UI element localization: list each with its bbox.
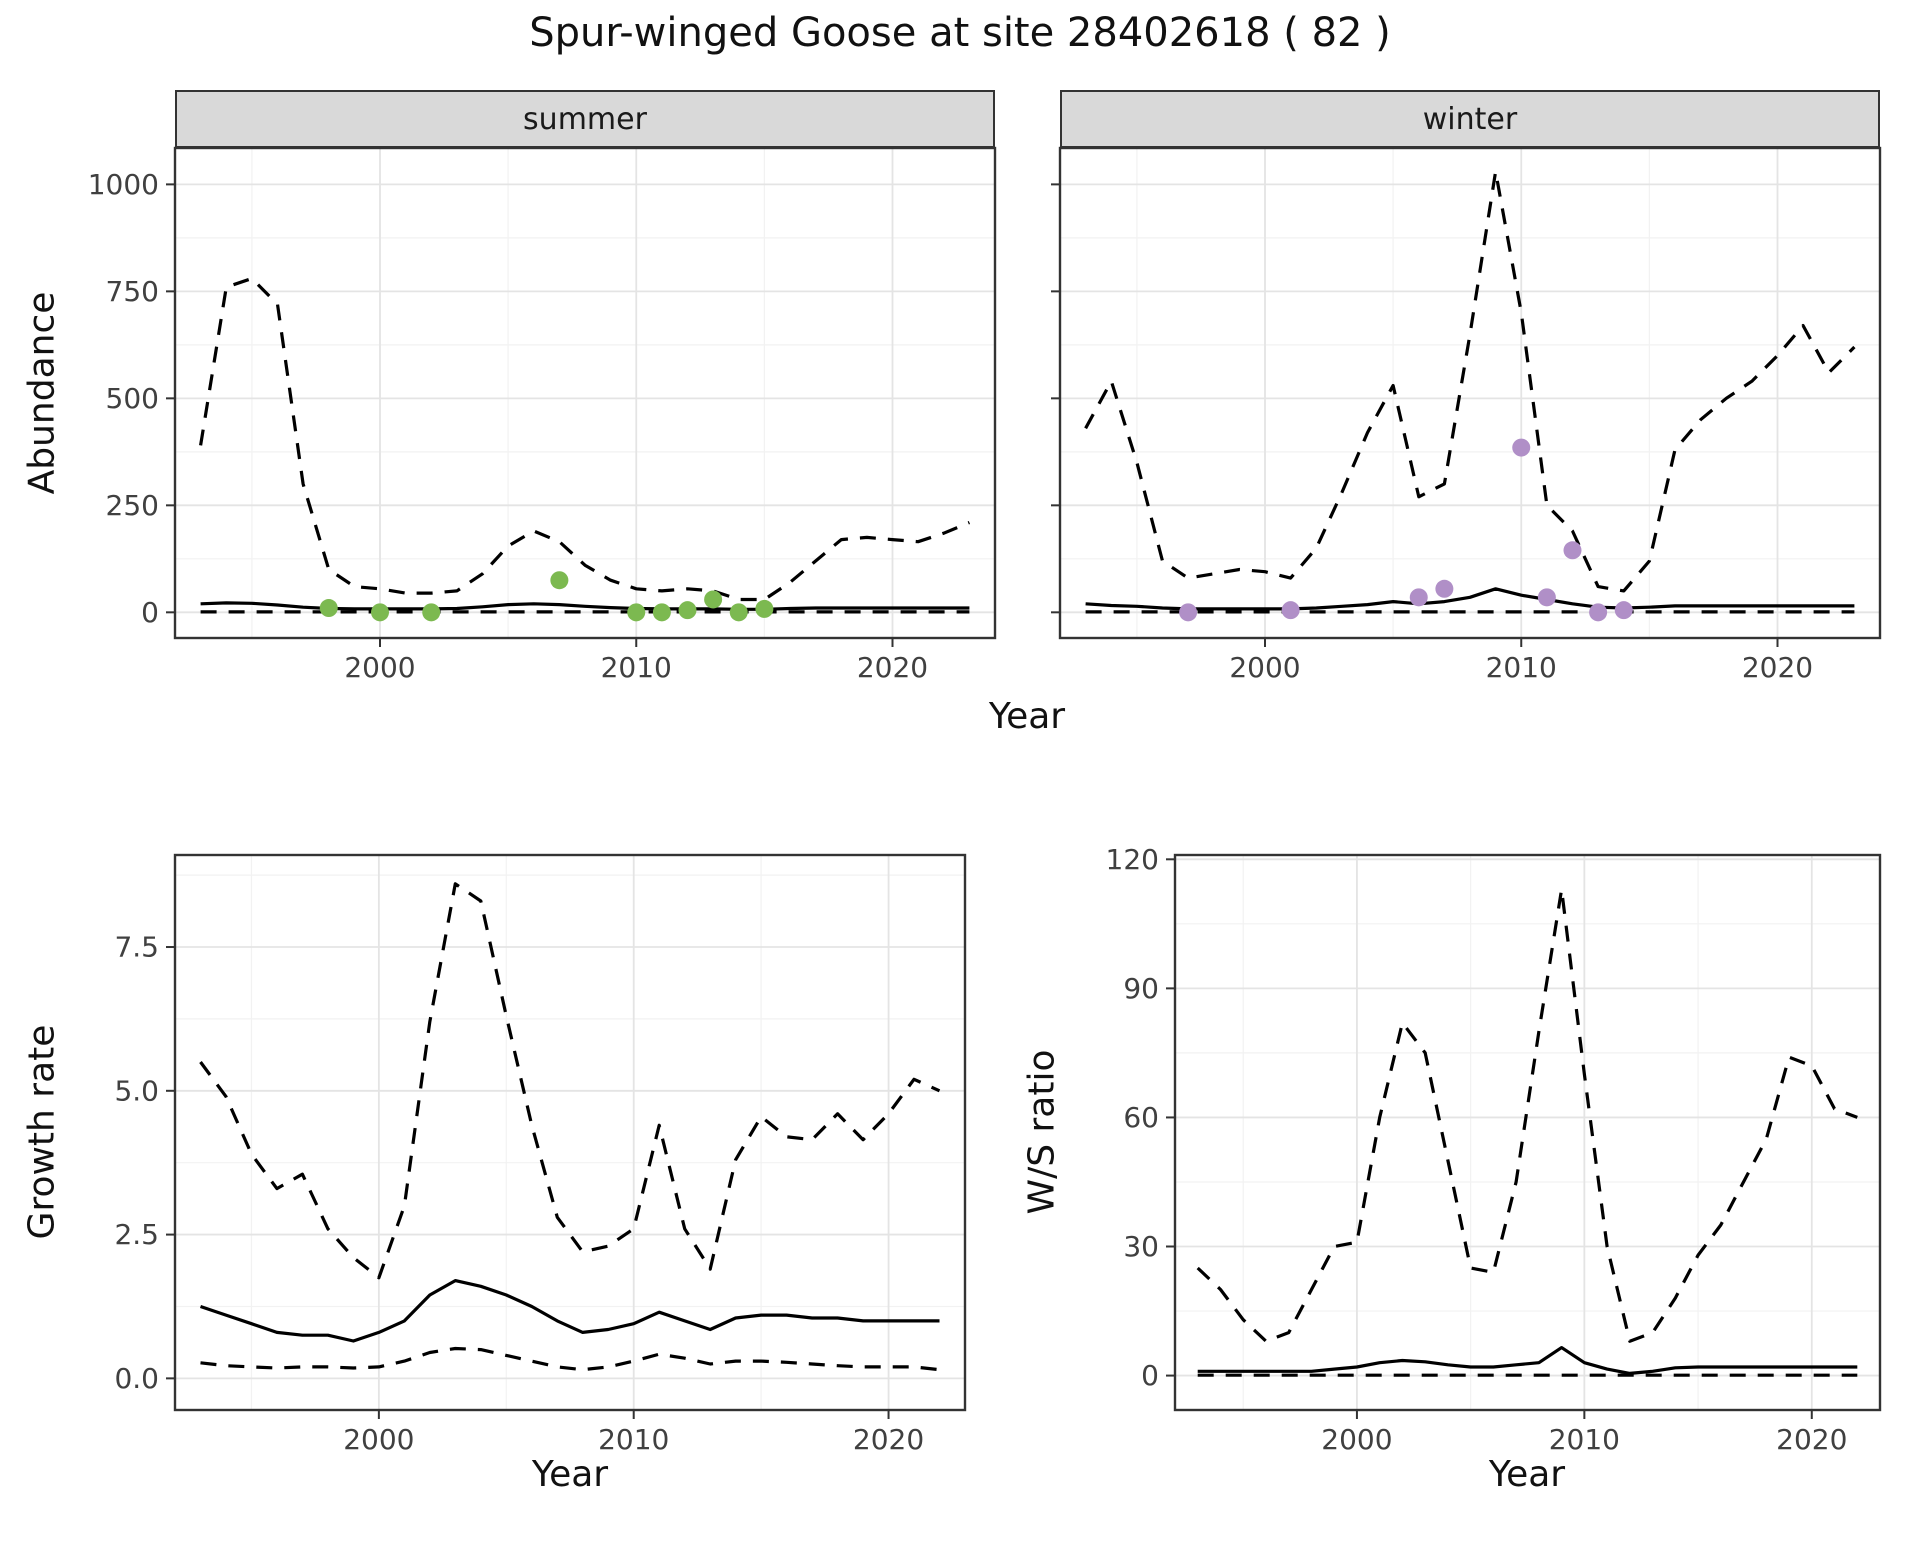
x-tick-label: 2020 — [857, 651, 928, 684]
y-tick-label: 500 — [106, 382, 159, 415]
x-tick-label: 2000 — [1229, 651, 1300, 684]
y-axis-title-growth-rate: Growth rate — [21, 1024, 63, 1240]
x-tick-label: 2020 — [1776, 1423, 1847, 1456]
y-tick-label: 2.5 — [114, 1218, 159, 1251]
point-observed_counts — [1537, 588, 1556, 607]
y-tick-label: 30 — [1123, 1230, 1159, 1263]
y-tick-label: 90 — [1123, 972, 1159, 1005]
point-observed_counts — [678, 601, 697, 620]
x-tick-label: 2000 — [344, 651, 415, 684]
y-tick-label: 7.5 — [114, 931, 159, 964]
x-tick-label: 2010 — [601, 651, 672, 684]
panel-abundance-summer: 2000 2010 2020 0 250 500 750 1000 — [88, 146, 997, 684]
y-tick-label: 0.0 — [114, 1362, 159, 1395]
y-tick-label: 60 — [1123, 1101, 1159, 1134]
x-tick-label: 2010 — [1549, 1423, 1620, 1456]
point-observed_counts — [422, 603, 441, 622]
point-observed_counts — [1409, 588, 1428, 607]
facet-strip-summer-label: summer — [523, 101, 647, 137]
y-tick-label: 750 — [106, 275, 159, 308]
point-observed_counts — [1589, 603, 1608, 622]
y-tick-label: 250 — [106, 489, 159, 522]
panel-abundance-winter: 2000 2010 2020 — [1051, 146, 1882, 684]
x-tick-label: 2020 — [853, 1423, 924, 1456]
y-tick-label: 120 — [1106, 843, 1159, 876]
y-axis-title-abundance: Abundance — [21, 291, 63, 495]
point-observed_counts — [755, 599, 774, 618]
series-ws_ratio — [1197, 1345, 1858, 1376]
series-upper_95ci — [1196, 887, 1858, 1343]
x-tick-label: 2010 — [1486, 651, 1557, 684]
series-lower_95ci — [200, 1346, 940, 1372]
point-observed_counts — [319, 599, 338, 618]
x-tick-label: 2000 — [343, 1423, 414, 1456]
series-upper_95ci — [1084, 169, 1856, 593]
x-tick-label: 2020 — [1742, 651, 1813, 684]
plot-title: Spur-winged Goose at site 28402618 ( 82 … — [529, 10, 1391, 56]
x-axis-title-year-ws: Year — [1488, 1454, 1566, 1495]
series-growth_rate — [199, 1278, 940, 1343]
x-tick-label: 2000 — [1321, 1423, 1392, 1456]
x-axis-title-year-growth: Year — [531, 1454, 609, 1495]
x-axis-title-year-top: Year — [988, 696, 1066, 737]
y-tick-label: 0 — [1141, 1359, 1159, 1392]
panel-ws-ratio: 2000 2010 2020 0 30 60 90 120 — [1106, 843, 1882, 1456]
point-observed_counts — [1435, 579, 1454, 598]
point-observed_counts — [652, 603, 671, 622]
facet-strip-summer: summer — [175, 90, 995, 148]
facet-strip-winter: winter — [1060, 90, 1880, 148]
point-observed_counts — [1614, 601, 1633, 620]
point-observed_counts — [1281, 601, 1300, 620]
y-tick-label: 1000 — [88, 168, 159, 201]
point-observed_counts — [729, 603, 748, 622]
x-tick-label: 2010 — [598, 1423, 669, 1456]
series-upper_95ci — [199, 882, 941, 1280]
y-tick-label: 0 — [141, 596, 159, 629]
series-upper_95ci — [199, 276, 971, 602]
point-observed_counts — [1563, 541, 1582, 560]
point-observed_counts — [627, 603, 646, 622]
y-tick-label: 5.0 — [114, 1074, 159, 1107]
panel-growth-rate: 2000 2010 2020 0.0 2.5 5.0 7.5 — [114, 853, 967, 1456]
point-observed_counts — [371, 603, 389, 622]
facet-strip-winter-label: winter — [1422, 101, 1518, 137]
point-observed_counts — [704, 590, 723, 609]
point-observed_counts — [550, 571, 569, 590]
y-axis-title-ws-ratio: W/S ratio — [1021, 1049, 1063, 1215]
point-observed_counts — [1179, 603, 1198, 622]
series-modelled_abundance — [1085, 587, 1855, 611]
point-observed_counts — [1512, 438, 1531, 457]
